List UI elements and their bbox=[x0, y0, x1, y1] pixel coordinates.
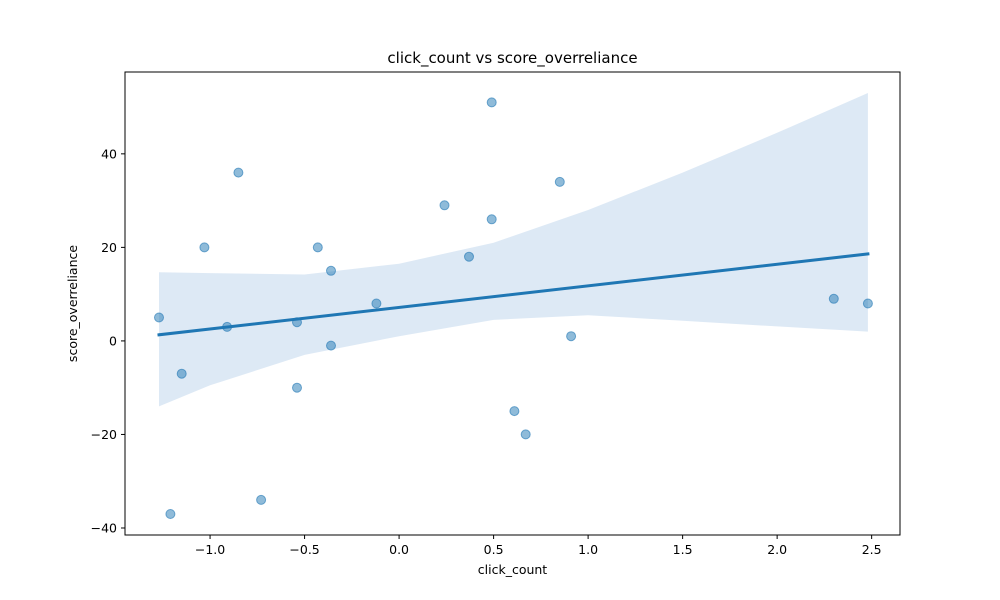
data-point bbox=[486, 97, 497, 108]
data-point bbox=[292, 382, 302, 393]
x-axis-label: click_count bbox=[478, 562, 548, 577]
x-tick-label: 2.0 bbox=[767, 542, 787, 557]
data-point bbox=[520, 429, 531, 440]
y-axis: −40 −20 0 20 40 bbox=[91, 146, 125, 535]
x-tick-label: 2.5 bbox=[862, 542, 882, 557]
data-point bbox=[566, 331, 577, 342]
y-tick-label: 0 bbox=[109, 333, 117, 348]
data-point bbox=[371, 298, 382, 309]
data-point bbox=[486, 214, 497, 225]
y-tick-label: 40 bbox=[101, 146, 117, 161]
data-point bbox=[233, 167, 244, 178]
data-point bbox=[326, 340, 336, 351]
y-axis-label: score_overreliance bbox=[65, 245, 80, 362]
data-point bbox=[176, 368, 187, 379]
data-point bbox=[312, 242, 323, 253]
x-tick-label: 1.5 bbox=[673, 542, 693, 557]
confidence-band bbox=[159, 93, 868, 407]
x-tick-label: 0.5 bbox=[484, 542, 504, 557]
x-tick-label: 1.0 bbox=[578, 542, 598, 557]
data-point bbox=[554, 176, 565, 187]
data-point bbox=[154, 312, 164, 323]
data-point bbox=[165, 509, 176, 519]
data-point bbox=[828, 293, 839, 304]
x-tick-label: −0.5 bbox=[289, 542, 319, 557]
x-axis: −1.0 −0.5 0.0 0.5 1.0 1.5 2.0 2.5 bbox=[195, 535, 882, 557]
chart-title: click_count vs score_overreliance bbox=[387, 49, 637, 68]
x-tick-label: 0.0 bbox=[389, 542, 409, 557]
y-tick-label: −20 bbox=[91, 427, 117, 442]
data-point bbox=[256, 494, 267, 505]
data-point bbox=[439, 200, 450, 211]
data-point bbox=[199, 242, 210, 253]
data-point bbox=[326, 265, 336, 276]
y-tick-label: −40 bbox=[91, 520, 117, 535]
plot-frame bbox=[124, 71, 901, 536]
plot-area bbox=[154, 93, 873, 519]
data-point bbox=[509, 406, 520, 417]
data-point bbox=[862, 298, 873, 309]
x-tick-label: −1.0 bbox=[195, 542, 225, 557]
regression-line bbox=[157, 252, 870, 337]
y-tick-label: 20 bbox=[101, 240, 117, 255]
data-point bbox=[464, 251, 474, 262]
